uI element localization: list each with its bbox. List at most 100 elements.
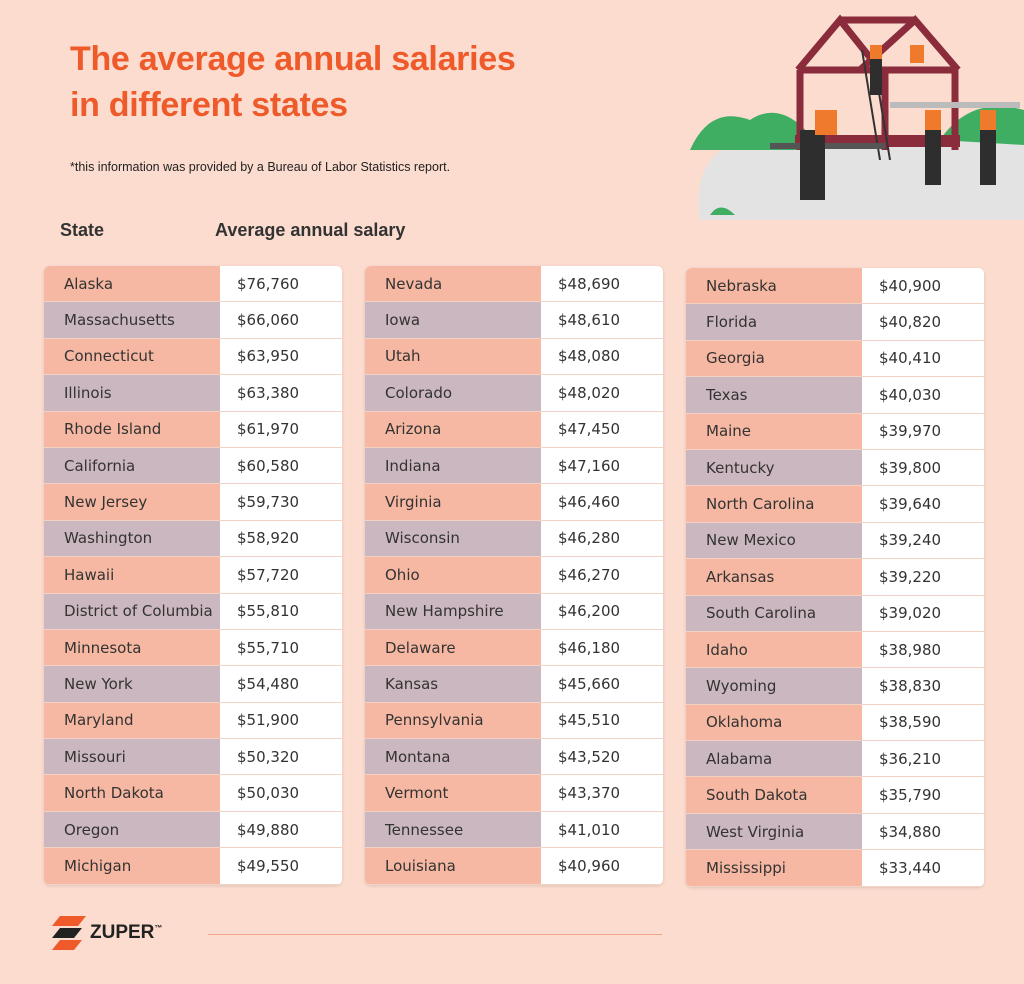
table-row: District of Columbia $55,810: [44, 593, 342, 630]
table-row: Oregon $49,880: [44, 811, 342, 849]
salary-cell: $45,660: [541, 666, 663, 702]
table-row: Idaho $38,980: [686, 631, 984, 669]
state-cell: District of Columbia: [44, 593, 220, 629]
table-row: Oklahoma $38,590: [686, 704, 984, 742]
salary-cell: $40,030: [862, 377, 984, 413]
table-row: Colorado $48,020: [365, 375, 663, 412]
table-row: West Virginia $34,880: [686, 813, 984, 851]
salary-cell: $61,970: [220, 411, 342, 447]
state-cell: Missouri: [44, 739, 220, 775]
salary-cell: $59,730: [220, 484, 342, 520]
state-cell: Rhode Island: [44, 411, 220, 447]
table-row: North Carolina $39,640: [686, 486, 984, 523]
salary-cell: $63,380: [220, 375, 342, 411]
salary-cell: $38,590: [862, 704, 984, 741]
salary-table: Nebraska $40,900 Florida $40,820 Georgia $40,…: [686, 268, 984, 887]
table-row: Maine $39,970: [686, 413, 984, 450]
table-row: Georgia $40,410: [686, 340, 984, 378]
state-cell: South Dakota: [686, 777, 862, 813]
state-cell: Maine: [686, 413, 862, 449]
state-cell: Connecticut: [44, 338, 220, 375]
salary-cell: $47,160: [541, 447, 663, 484]
state-cell: Oklahoma: [686, 704, 862, 741]
table-row: Rhode Island $61,970: [44, 411, 342, 448]
table-row: Missouri $50,320: [44, 739, 342, 776]
logo: ZUPER™: [90, 922, 162, 944]
state-cell: South Carolina: [686, 595, 862, 631]
state-cell: Alabama: [686, 741, 862, 777]
salary-cell: $50,320: [220, 739, 342, 775]
salary-cell: $46,280: [541, 520, 663, 557]
state-cell: Oregon: [44, 811, 220, 848]
note: *this information was provided by a Bure…: [70, 160, 451, 174]
state-cell: Nevada: [365, 266, 541, 302]
table-row: Indiana $47,160: [365, 447, 663, 485]
salary-cell: $39,800: [862, 449, 984, 486]
salary-cell: $46,270: [541, 557, 663, 593]
state-cell: Arkansas: [686, 559, 862, 595]
state-cell: Kentucky: [686, 449, 862, 486]
table-row: Maryland $51,900: [44, 702, 342, 740]
salary-cell: $35,790: [862, 777, 984, 813]
state-cell: Pennsylvania: [365, 702, 541, 739]
state-cell: Kansas: [365, 666, 541, 702]
state-cell: Maryland: [44, 702, 220, 739]
salary-cell: $43,370: [541, 775, 663, 811]
table-row: New Jersey $59,730: [44, 484, 342, 521]
table-row: South Dakota $35,790: [686, 777, 984, 814]
salary-cell: $58,920: [220, 520, 342, 557]
salary-cell: $39,020: [862, 595, 984, 631]
table-row: South Carolina $39,020: [686, 595, 984, 632]
salary-cell: $38,830: [862, 668, 984, 704]
salary-cell: $46,460: [541, 484, 663, 520]
table-row: Vermont $43,370: [365, 775, 663, 812]
state-cell: Illinois: [44, 375, 220, 411]
salary-cell: $51,900: [220, 702, 342, 739]
logo-text: ZUPER: [90, 922, 155, 943]
state-cell: Indiana: [365, 447, 541, 484]
salary-cell: $36,210: [862, 741, 984, 777]
salary-cell: $48,690: [541, 266, 663, 302]
illustration: [690, 14, 1024, 220]
state-cell: North Carolina: [686, 486, 862, 522]
table-row: Ohio $46,270: [365, 557, 663, 594]
state-cell: Utah: [365, 338, 541, 375]
table-row: Wyoming $38,830: [686, 668, 984, 705]
state-cell: Florida: [686, 304, 862, 340]
salary-cell: $49,550: [220, 848, 342, 884]
state-cell: West Virginia: [686, 813, 862, 850]
salary-table: Nevada $48,690 Iowa $48,610 Utah $48,080 Color…: [365, 266, 663, 885]
table-row: Illinois $63,380: [44, 375, 342, 412]
state-cell: California: [44, 447, 220, 484]
column-header: State: [60, 220, 105, 240]
table-row: Washington $58,920: [44, 520, 342, 558]
state-cell: Nebraska: [686, 268, 862, 304]
salary-cell: $66,060: [220, 302, 342, 338]
salary-cell: $47,450: [541, 411, 663, 447]
table-row: Minnesota $55,710: [44, 629, 342, 667]
table-row: Florida $40,820: [686, 304, 984, 341]
salary-cell: $40,820: [862, 304, 984, 340]
title: in different states: [70, 86, 348, 124]
salary-cell: $39,220: [862, 559, 984, 595]
table-row: Connecticut $63,950: [44, 338, 342, 376]
salary-cell: $50,030: [220, 775, 342, 811]
column-header: Average annual salary: [215, 220, 406, 240]
table-row: Nebraska $40,900: [686, 268, 984, 305]
salary-cell: $49,880: [220, 811, 342, 848]
state-cell: Wisconsin: [365, 520, 541, 557]
state-cell: Virginia: [365, 484, 541, 520]
salary-cell: $40,900: [862, 268, 984, 304]
state-cell: Wyoming: [686, 668, 862, 704]
table-row: Pennsylvania $45,510: [365, 702, 663, 740]
table-row: Arkansas $39,220: [686, 559, 984, 596]
state-cell: Iowa: [365, 302, 541, 338]
state-cell: Ohio: [365, 557, 541, 593]
salary-cell: $39,640: [862, 486, 984, 522]
state-cell: Colorado: [365, 375, 541, 411]
salary-cell: $40,410: [862, 340, 984, 377]
state-cell: Michigan: [44, 848, 220, 884]
table-row: Nevada $48,690: [365, 266, 663, 303]
table-row: Iowa $48,610: [365, 302, 663, 339]
